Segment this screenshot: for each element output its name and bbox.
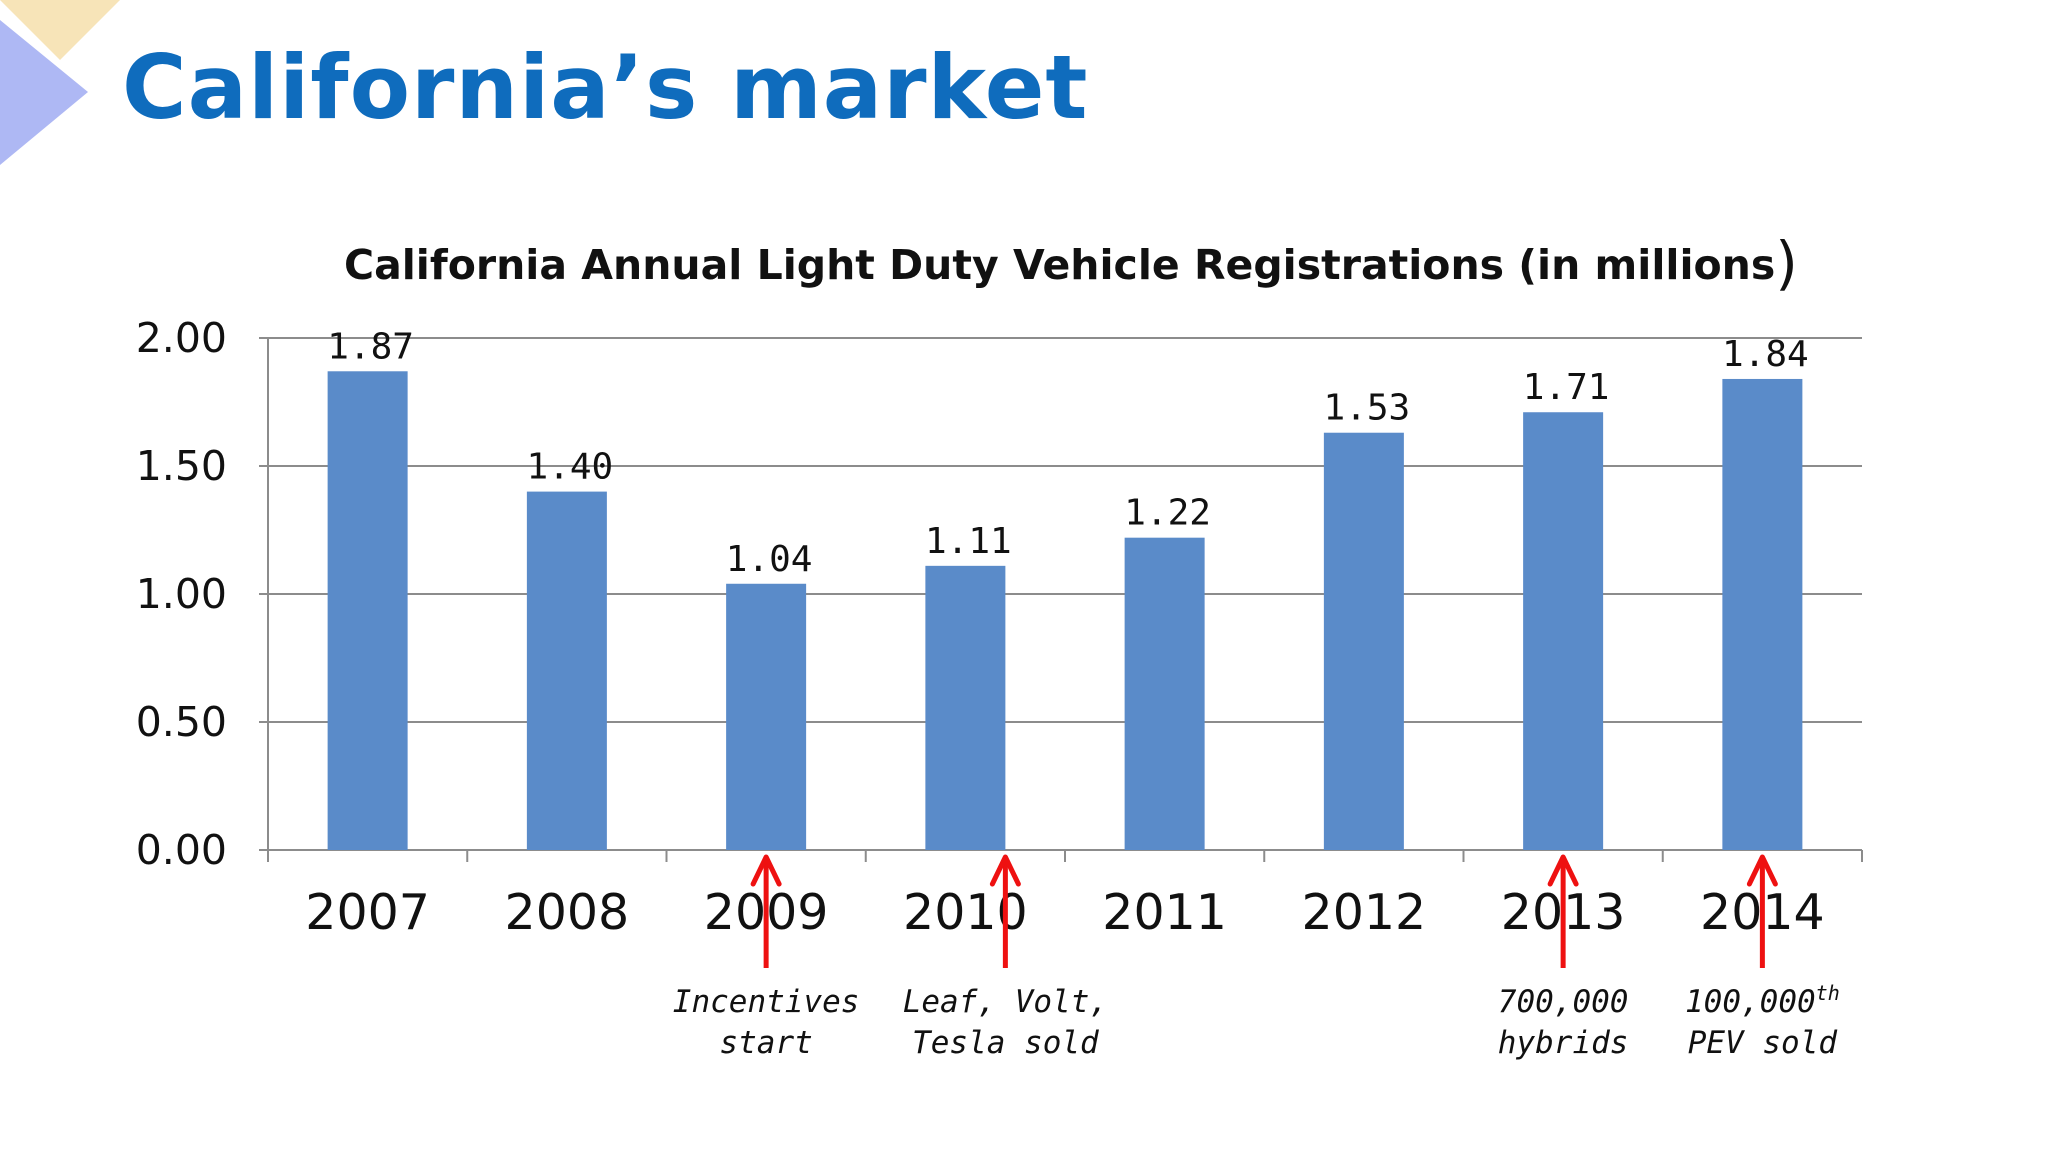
bar xyxy=(1323,432,1404,850)
bar xyxy=(1722,378,1803,850)
annotation-2014: 100,000th PEV sold xyxy=(1685,854,1840,1061)
bar xyxy=(925,565,1006,850)
y-tick-label: 0.00 xyxy=(136,826,227,874)
annotation-2009: Incentives start xyxy=(673,854,860,1061)
bars xyxy=(327,371,1803,850)
x-axis-ticks: 2007 2008 2009 2010 2011 2012 2013 2014 xyxy=(305,884,1824,941)
annotation-line: Leaf, Volt, xyxy=(903,984,1108,1020)
bar xyxy=(1523,412,1604,850)
data-label: 1.71 xyxy=(1523,367,1610,408)
data-label: 1.40 xyxy=(527,447,614,488)
bar xyxy=(1124,537,1205,850)
y-tick-label: 0.50 xyxy=(136,698,227,746)
y-tick-label: 2.00 xyxy=(136,314,227,362)
gridlines xyxy=(268,337,1862,723)
slide-title: California’s market xyxy=(122,36,1089,139)
y-tick-label: 1.50 xyxy=(136,442,227,490)
chart-title: California Annual Light Duty Vehicle Reg… xyxy=(344,229,1798,297)
bar xyxy=(327,371,408,850)
annotation-line: Tesla sold xyxy=(912,1025,1099,1061)
arrowhead-icon xyxy=(1746,854,1778,887)
annotation-line: 700,000 xyxy=(1498,984,1629,1020)
data-label: 1.53 xyxy=(1324,388,1411,429)
bar xyxy=(726,583,807,850)
annotation-2013: 700,000 hybrids xyxy=(1498,854,1629,1061)
y-tick-label: 1.00 xyxy=(136,570,227,618)
annotation-line: start xyxy=(719,1025,812,1061)
data-label: 1.84 xyxy=(1722,334,1809,375)
data-label: 1.87 xyxy=(327,326,414,367)
data-labels: 1.87 1.40 1.04 1.11 1.22 1.53 1.71 1.84 xyxy=(327,326,1808,579)
data-label: 1.04 xyxy=(726,539,813,580)
axes xyxy=(259,337,1863,862)
chart-title-paren: ) xyxy=(1775,229,1798,297)
annotation-2010: Leaf, Volt, Tesla sold xyxy=(903,854,1108,1061)
y-axis-ticks: 0.00 0.50 1.00 1.50 2.00 xyxy=(136,314,227,874)
annotations: Incentives start Leaf, Volt, Tesla sold 700,… xyxy=(673,854,1840,1061)
arrowhead-icon xyxy=(750,854,782,887)
blue-triangle-decoration xyxy=(0,20,88,165)
yellow-triangle-decoration xyxy=(0,0,120,60)
arrowhead-icon xyxy=(1547,854,1579,887)
annotation-line: Incentives xyxy=(673,984,860,1020)
bar xyxy=(526,491,607,850)
annotation-line: PEV sold xyxy=(1688,1025,1838,1061)
x-tick-label: 2011 xyxy=(1102,884,1227,941)
x-tick-label: 2010 xyxy=(903,884,1028,941)
x-tick-label: 2012 xyxy=(1302,884,1427,941)
annotation-superscript: th xyxy=(1816,981,1840,1005)
x-tick-label: 2008 xyxy=(505,884,630,941)
chart-title-text: California Annual Light Duty Vehicle Reg… xyxy=(344,241,1775,289)
data-label: 1.22 xyxy=(1124,493,1211,534)
x-tick-label: 2007 xyxy=(305,884,430,941)
annotation-line: hybrids xyxy=(1498,1025,1629,1061)
data-label: 1.11 xyxy=(925,521,1012,562)
arrowhead-icon xyxy=(989,854,1021,887)
corner-decoration xyxy=(0,0,120,165)
annotation-line: 100,000th xyxy=(1685,981,1840,1020)
